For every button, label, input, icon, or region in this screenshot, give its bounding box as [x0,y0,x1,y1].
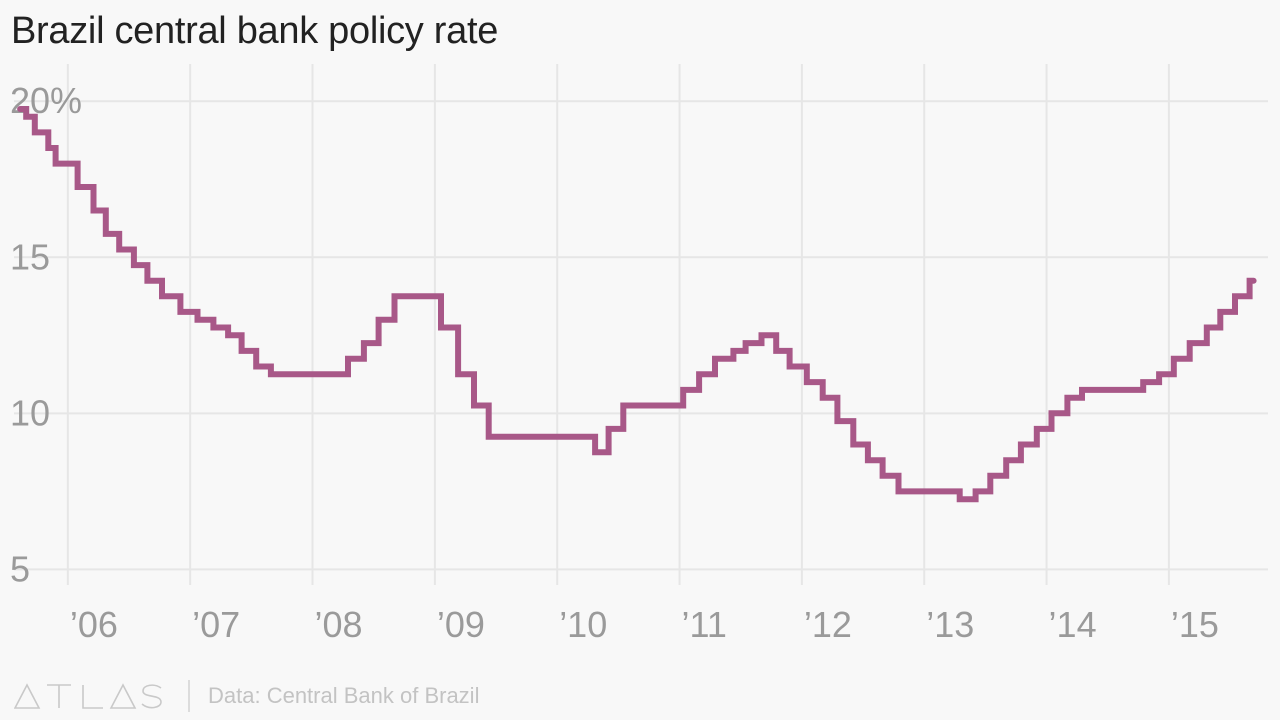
x-tick-label: ’10 [559,604,607,645]
x-tick-label: ’06 [70,604,118,645]
x-tick-label: ’12 [804,604,852,645]
footer: Data: Central Bank of Brazil [14,678,479,714]
x-tick-label: ’07 [192,604,240,645]
gridlines [14,64,1268,585]
x-tick-label: ’11 [682,604,727,645]
x-tick-label: ’15 [1171,604,1219,645]
y-tick-label: 5 [10,548,30,589]
data-source: Data: Central Bank of Brazil [208,683,480,708]
y-tick-label: 10 [10,392,50,433]
y-tick-label: 15 [10,236,50,277]
x-tick-label: ’08 [315,604,363,645]
chart-title: Brazil central bank policy rate [11,10,499,52]
y-tick-label: 20% [10,80,82,121]
policy-rate-line [17,106,1257,503]
x-tick-label: ’13 [926,604,974,645]
footer-divider [188,680,190,712]
tick-labels: 20% 15 10 5 ’06 ’07 ’08 ’09 ’10 ’11 ’12 ’13 ’14 ’15 [10,80,1219,645]
atlas-logo [14,683,164,709]
x-tick-label: ’09 [437,604,485,645]
x-tick-label: ’14 [1049,604,1097,645]
series-layer [17,106,1257,503]
